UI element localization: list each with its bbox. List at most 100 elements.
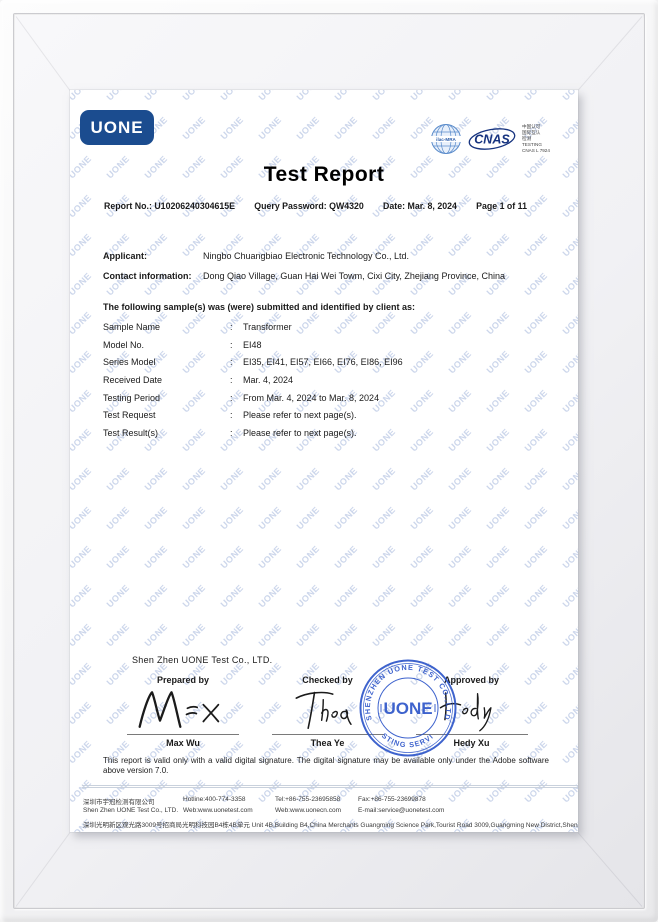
watermark-text: UONE [560, 309, 578, 337]
cnas-line: 中国认可 [522, 123, 541, 129]
row-label: Received Date [103, 374, 163, 385]
watermark-text: UONE [560, 231, 578, 259]
row-separator: : [230, 392, 233, 403]
watermark-text: UONE [70, 192, 94, 220]
watermark-text: UONE [294, 543, 322, 571]
watermark-text: UONE [408, 543, 436, 571]
report-title: Test Report [263, 163, 385, 186]
uone-logo-text: UONE [90, 117, 144, 137]
watermark-text: UONE [522, 621, 550, 649]
watermark-text: UONE [70, 738, 94, 766]
watermark-text: UONE [256, 582, 284, 610]
sample-table: Sample Name : Transformer Model No. : EI… [103, 318, 540, 442]
watermark-text: UONE [446, 621, 474, 649]
watermark-text: UONE [446, 504, 474, 532]
watermark-text: UONE [180, 621, 208, 649]
row-separator: : [230, 374, 233, 385]
watermark-text: UONE [294, 621, 322, 649]
watermark-text: UONE [560, 777, 578, 805]
applicant-label: Applicant: [103, 251, 147, 261]
signature-block-approved: Approved by Hedy Xu [399, 675, 544, 748]
watermark-text: UONE [180, 504, 208, 532]
watermark-text: UONE [560, 660, 578, 688]
watermark-text: UONE [560, 699, 578, 727]
watermark-text: UONE [70, 90, 93, 102]
watermark-text: UONE [294, 114, 322, 142]
watermark-text: UONE [447, 90, 474, 102]
footer-divider [82, 785, 578, 788]
uone-stamp: SHENZHEN UONE TEST CO.,LTD TESTING SERVI… [358, 658, 457, 757]
accreditation-logos: ilac-MRA CNAS 中国认可 国际互认 检测 TESTING CNAS … [430, 123, 558, 155]
watermark-text: UONE [70, 699, 94, 727]
watermark-text: UONE [446, 465, 474, 493]
watermark-text: UONE [70, 270, 94, 298]
watermark-text: UONE [180, 543, 208, 571]
row-separator: : [230, 410, 233, 421]
applicant-value: Ningbo Chuangbiao Electronic Technology … [203, 251, 409, 261]
watermark-text: UONE [370, 504, 398, 532]
report-meta-row: Report No.: U10206240304615E Query Passw… [104, 201, 527, 211]
watermark-text: UONE [560, 504, 578, 532]
signature-line [127, 734, 239, 735]
validity-disclaimer: This report is valid only with a valid d… [103, 756, 549, 775]
page-number: Page 1 of 11 [476, 201, 527, 211]
watermark-text: UONE [143, 90, 170, 102]
watermark-text: UONE [256, 504, 284, 532]
watermark-text: UONE [484, 543, 512, 571]
row-value: Please refer to next page(s). [243, 427, 357, 438]
watermark-text: UONE [294, 504, 322, 532]
stamp-center-text: UONE [383, 699, 432, 718]
footer-web-2: Web:www.uonecn.com [275, 807, 341, 814]
watermark-text: UONE [409, 90, 436, 102]
row-value: Please refer to next page(s). [243, 410, 357, 421]
watermark-text: UONE [370, 582, 398, 610]
cnas-line: TESTING [522, 142, 542, 148]
watermark-text: UONE [142, 582, 170, 610]
watermark-text: UONE [484, 621, 512, 649]
row-value: Mar. 4, 2024 [243, 374, 294, 385]
watermark-text: UONE [370, 465, 398, 493]
footer-company-cn: 深圳市宇冠检测有限公司 [83, 799, 155, 806]
watermark-text: UONE [484, 504, 512, 532]
company-name-line: Shen Zhen UONE Test Co., LTD. [132, 655, 273, 665]
signer-name: Hedy Xu [453, 738, 490, 748]
role-label: Checked by [302, 675, 353, 685]
table-row: Series Model : EI35, EI41, EI57, EI66, E… [103, 353, 540, 371]
cnas-line: CNAS L 7924 [522, 148, 550, 154]
row-label: Testing Period [103, 392, 161, 403]
row-value: From Mar. 4, 2024 to Mar. 8, 2024 [243, 392, 380, 403]
ilac-mra-label: ilac-MRA [436, 137, 456, 142]
watermark-text: UONE [70, 309, 94, 337]
watermark-text: UONE [370, 621, 398, 649]
applicant-row: Applicant: Ningbo Chuangbiao Electronic … [103, 246, 550, 266]
watermark-text: UONE [560, 465, 578, 493]
query-password: Query Password: QW4320 [254, 201, 364, 211]
watermark-text: UONE [104, 504, 132, 532]
watermark-text: UONE [408, 621, 436, 649]
watermark-text: UONE [560, 543, 578, 571]
watermark-text: UONE [70, 504, 94, 532]
watermark-text: UONE [218, 504, 246, 532]
watermark-text: UONE [333, 90, 360, 102]
watermark-text: UONE [256, 465, 284, 493]
watermark-text: UONE [560, 582, 578, 610]
signature-block-prepared: Prepared by Max Wu [108, 675, 258, 748]
watermark-text: UONE [70, 582, 94, 610]
report-page: UONE UONE UONE UONE UONE UONE UONE UONE UONE UONE… [70, 90, 578, 832]
watermark-text: UONE [181, 90, 208, 102]
watermark-text: UONE [70, 387, 94, 415]
watermark-text: UONE [446, 543, 474, 571]
watermark-text: UONE [256, 543, 284, 571]
watermark-text: UONE [332, 543, 360, 571]
watermark-text: UONE [180, 465, 208, 493]
watermark-text: UONE [142, 621, 170, 649]
role-label: Approved by [443, 675, 499, 685]
watermark-text: UONE [332, 621, 360, 649]
watermark-text: UONE [70, 231, 94, 259]
watermark-text: UONE [446, 582, 474, 610]
footer-hotline: Hotline:400-774-3358 [183, 796, 246, 803]
cnas-line: 检测 [522, 135, 532, 141]
watermark-text: UONE [522, 543, 550, 571]
footer-company-en: Shen Zhen UONE Test Co., LTD. [83, 807, 179, 814]
